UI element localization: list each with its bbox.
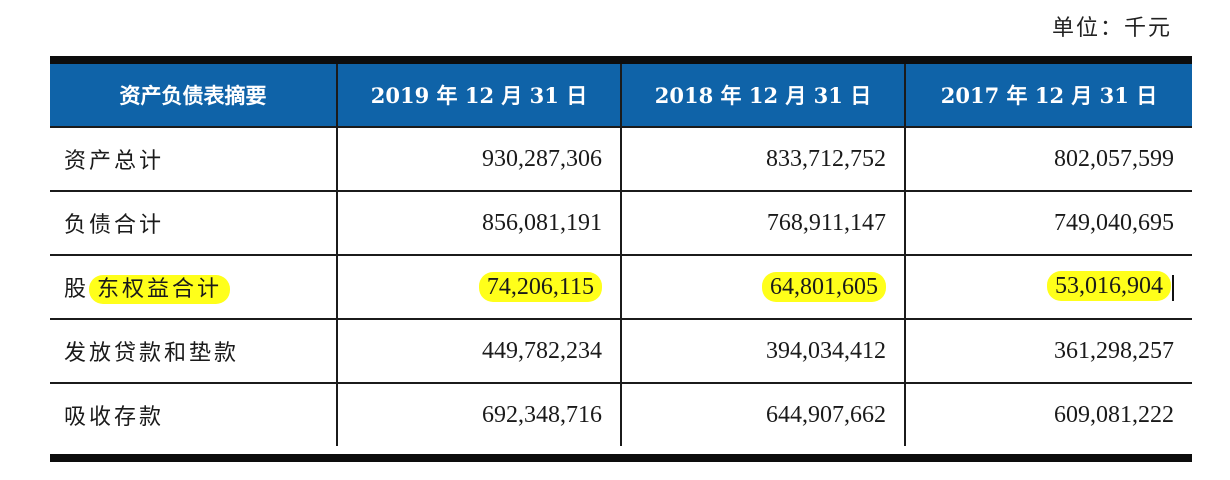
balance-sheet-summary-table: 资产负债表摘要 2019 年 12 月 31 日 2018 年 12 月 31 … bbox=[50, 56, 1192, 462]
cell-2017: 361,298,257 bbox=[904, 318, 1192, 384]
unit-label: 单位：千元 bbox=[1051, 16, 1172, 41]
cell-2019: 930,287,306 bbox=[336, 126, 622, 192]
table-row-total-liabilities: 负债合计 856,081,191 768,911,147 749,040,695 bbox=[50, 190, 1192, 256]
row-label: 负债合计 bbox=[50, 190, 338, 256]
cell-2018: 833,712,752 bbox=[620, 126, 906, 192]
cell-2017: 609,081,222 bbox=[904, 382, 1192, 446]
cell-2018: 64,801,605 bbox=[620, 254, 906, 320]
table-row-total-assets: 资产总计 930,287,306 833,712,752 802,057,599 bbox=[50, 126, 1192, 192]
highlighted-value: 53,016,904 bbox=[1047, 271, 1171, 302]
row-label: 发放贷款和垫款 bbox=[50, 318, 338, 384]
header-2019: 2019 年 12 月 31 日 bbox=[336, 64, 622, 128]
highlighted-value: 74,206,115 bbox=[478, 271, 602, 302]
highlighted-value: 64,801,605 bbox=[762, 271, 886, 302]
row-label: 资产总计 bbox=[50, 126, 338, 192]
cell-2019: 449,782,234 bbox=[336, 318, 622, 384]
cell-2019: 692,348,716 bbox=[336, 382, 622, 446]
row-label: 吸收存款 bbox=[50, 382, 338, 446]
header-2017: 2017 年 12 月 31 日 bbox=[904, 64, 1192, 128]
table-row-deposits: 吸收存款 692,348,716 644,907,662 609,081,222 bbox=[50, 382, 1192, 446]
cell-2018: 768,911,147 bbox=[620, 190, 906, 256]
highlighted-label: 东权益合计 bbox=[89, 275, 231, 304]
cell-2017: 53,016,904 bbox=[904, 254, 1192, 320]
table-row-shareholders-equity: 股东权益合计 74,206,115 64,801,605 53,016,904 bbox=[50, 254, 1192, 320]
cell-2019: 74,206,115 bbox=[336, 254, 622, 320]
row-label-prefix: 股 bbox=[64, 277, 90, 302]
table-row-loans-advances: 发放贷款和垫款 449,782,234 394,034,412 361,298,… bbox=[50, 318, 1192, 384]
header-summary: 资产负债表摘要 bbox=[50, 64, 338, 128]
row-label: 股东权益合计 bbox=[50, 254, 338, 320]
header-2018: 2018 年 12 月 31 日 bbox=[620, 64, 906, 128]
cell-2018: 644,907,662 bbox=[620, 382, 906, 446]
cell-2017: 749,040,695 bbox=[904, 190, 1192, 256]
cell-2017: 802,057,599 bbox=[904, 126, 1192, 192]
cell-2018: 394,034,412 bbox=[620, 318, 906, 384]
text-cursor bbox=[1172, 274, 1174, 301]
table-header-row: 资产负债表摘要 2019 年 12 月 31 日 2018 年 12 月 31 … bbox=[50, 64, 1192, 128]
cell-2019: 856,081,191 bbox=[336, 190, 622, 256]
